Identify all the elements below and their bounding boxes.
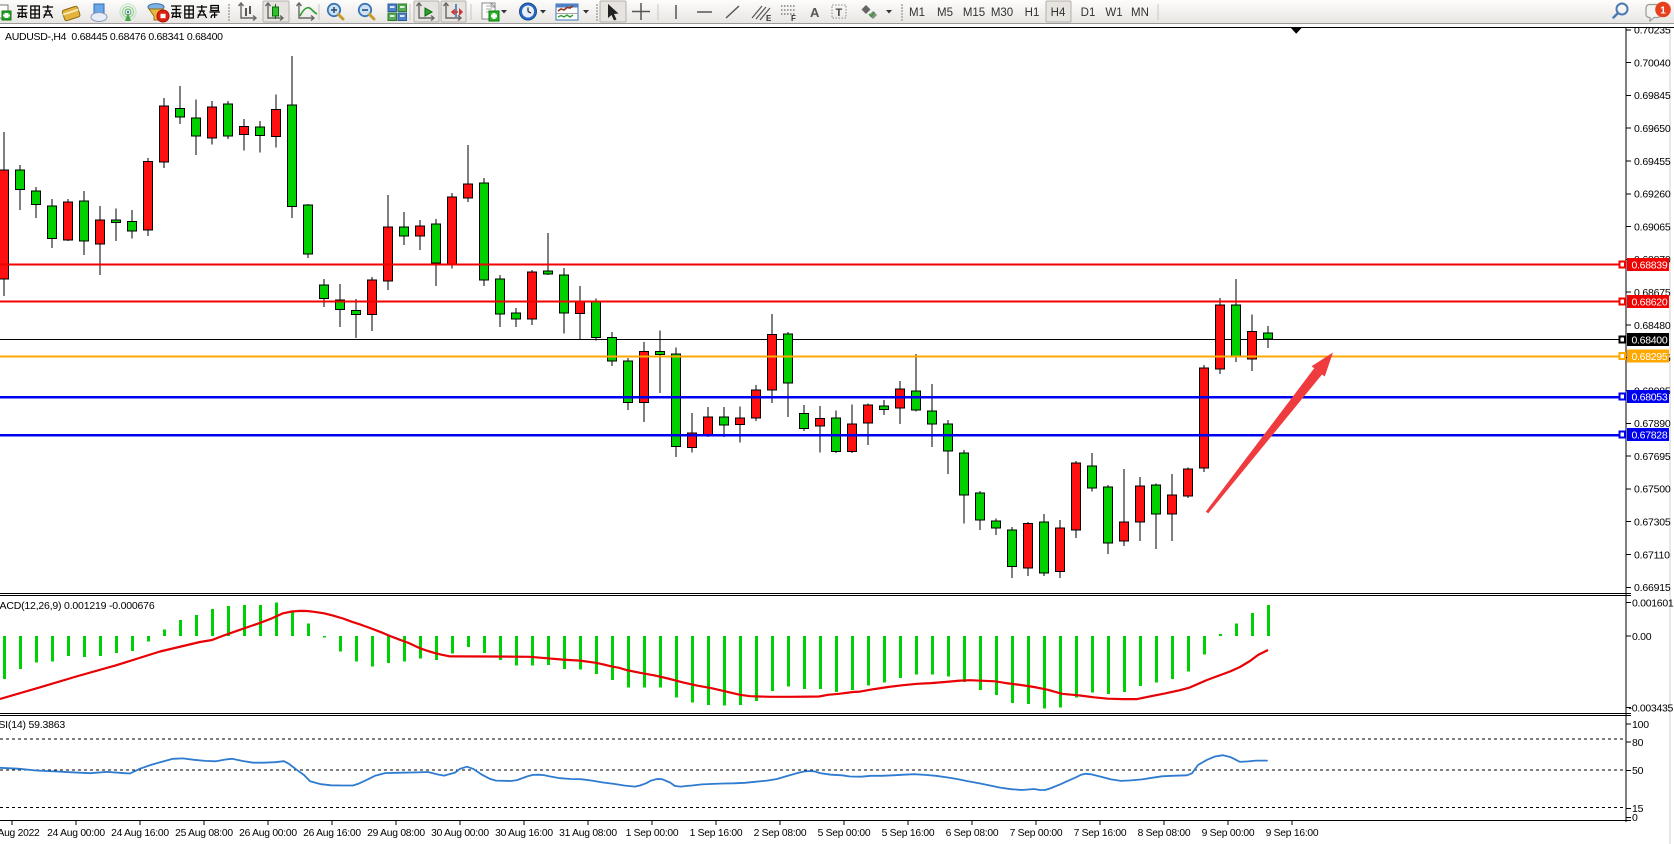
svg-text:RSI(14) 59.3863: RSI(14) 59.3863 [0, 719, 65, 731]
svg-text:1 Sep 16:00: 1 Sep 16:00 [690, 828, 743, 839]
svg-text:30 Aug 16:00: 30 Aug 16:00 [495, 828, 553, 839]
svg-text:0.69455: 0.69455 [1634, 156, 1671, 168]
svg-text:0.70040: 0.70040 [1634, 57, 1671, 69]
svg-text:23 Aug 2022: 23 Aug 2022 [0, 828, 40, 839]
svg-text:25 Aug 08:00: 25 Aug 08:00 [175, 828, 233, 839]
svg-text:W1: W1 [1105, 7, 1122, 19]
svg-text:0.70235: 0.70235 [1634, 27, 1671, 37]
svg-text:M15: M15 [963, 7, 985, 19]
svg-text:0.66915: 0.66915 [1634, 582, 1671, 594]
svg-text:9 Sep 00:00: 9 Sep 00:00 [1202, 828, 1255, 839]
svg-text:0.68480: 0.68480 [1634, 320, 1671, 332]
svg-text:0.69260: 0.69260 [1634, 189, 1671, 201]
svg-text:-0.003435: -0.003435 [1629, 703, 1674, 715]
svg-text:0.69065: 0.69065 [1634, 221, 1671, 233]
svg-text:0.67695: 0.67695 [1634, 451, 1671, 463]
svg-text:H1: H1 [1025, 7, 1040, 19]
svg-text:0.69845: 0.69845 [1634, 90, 1671, 102]
svg-text:24 Aug 16:00: 24 Aug 16:00 [111, 828, 169, 839]
svg-text:7 Sep 00:00: 7 Sep 00:00 [1010, 828, 1063, 839]
svg-text:15: 15 [1632, 803, 1644, 815]
svg-text:0.00: 0.00 [1632, 631, 1652, 643]
svg-text:H4: H4 [1051, 7, 1066, 19]
svg-text:6 Sep 08:00: 6 Sep 08:00 [946, 828, 999, 839]
svg-text:26 Aug 16:00: 26 Aug 16:00 [303, 828, 361, 839]
svg-text:0.68400: 0.68400 [1632, 335, 1668, 347]
svg-text:MACD(12,26,9) 0.001219 -0.0006: MACD(12,26,9) 0.001219 -0.000676 [0, 600, 155, 612]
svg-text:1: 1 [1660, 6, 1666, 17]
svg-text:0.001601: 0.001601 [1632, 597, 1674, 609]
svg-text:26 Aug 00:00: 26 Aug 00:00 [239, 828, 297, 839]
svg-text:80: 80 [1632, 737, 1644, 749]
svg-text:7 Sep 16:00: 7 Sep 16:00 [1074, 828, 1127, 839]
svg-text:0.67110: 0.67110 [1634, 549, 1670, 561]
svg-text:0.68053: 0.68053 [1632, 392, 1668, 404]
svg-text:0.67828: 0.67828 [1632, 430, 1668, 442]
svg-text:30 Aug 00:00: 30 Aug 00:00 [431, 828, 489, 839]
svg-text:T: T [836, 7, 843, 19]
svg-text:A: A [810, 5, 820, 20]
svg-text:5 Sep 00:00: 5 Sep 00:00 [818, 828, 871, 839]
svg-text:1 Sep 00:00: 1 Sep 00:00 [626, 828, 679, 839]
svg-text:0.69650: 0.69650 [1634, 123, 1671, 135]
svg-text:9 Sep 16:00: 9 Sep 16:00 [1266, 828, 1319, 839]
svg-text:E: E [766, 14, 772, 23]
svg-text:100: 100 [1632, 719, 1649, 731]
svg-text:0.67890: 0.67890 [1634, 418, 1671, 430]
svg-text:0.67500: 0.67500 [1634, 484, 1671, 496]
svg-text:50: 50 [1632, 765, 1644, 777]
svg-text:29 Aug 08:00: 29 Aug 08:00 [367, 828, 425, 839]
svg-text:0.68839: 0.68839 [1632, 260, 1668, 272]
svg-text:F: F [791, 14, 796, 23]
svg-text:D1: D1 [1081, 7, 1096, 19]
svg-text:2 Sep 08:00: 2 Sep 08:00 [754, 828, 807, 839]
svg-text:M5: M5 [937, 7, 953, 19]
svg-text:0.67305: 0.67305 [1634, 517, 1671, 529]
svg-text:0: 0 [1632, 812, 1638, 824]
svg-text:0.68295: 0.68295 [1632, 351, 1668, 363]
svg-text:MN: MN [1131, 7, 1149, 19]
svg-text:AUDUSD-,H4 0.68445 0.68476 0.: AUDUSD-,H4 0.68445 0.68476 0.68341 0.684… [5, 31, 223, 43]
svg-text:M1: M1 [909, 7, 925, 19]
svg-text:24 Aug 00:00: 24 Aug 00:00 [47, 828, 105, 839]
svg-text:8 Sep 08:00: 8 Sep 08:00 [1138, 828, 1191, 839]
svg-text:31 Aug 08:00: 31 Aug 08:00 [559, 828, 617, 839]
svg-text:0.68620: 0.68620 [1632, 297, 1668, 309]
svg-text:M30: M30 [991, 7, 1013, 19]
svg-text:5 Sep 16:00: 5 Sep 16:00 [882, 828, 935, 839]
